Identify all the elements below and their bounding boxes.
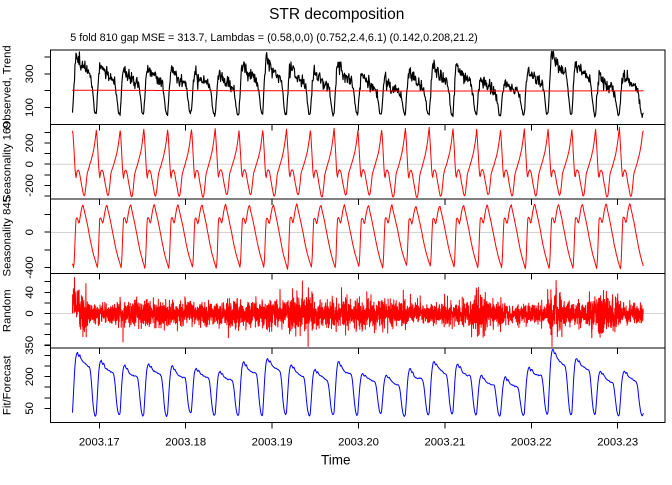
svg-text:Seasonality 169: Seasonality 169 (2, 122, 14, 202)
svg-text:40: 40 (24, 286, 36, 299)
svg-text:100: 100 (24, 98, 36, 117)
svg-text:200: 200 (24, 367, 36, 386)
svg-text:2003.20: 2003.20 (338, 437, 379, 449)
svg-text:5 fold 810 gap MSE = 313.7, La: 5 fold 810 gap MSE = 313.7, Lambdas = (0… (70, 32, 478, 44)
svg-text:2003.23: 2003.23 (597, 437, 638, 449)
svg-text:200: 200 (24, 134, 36, 153)
svg-text:2003.18: 2003.18 (165, 437, 206, 449)
svg-text:300: 300 (24, 64, 36, 83)
svg-text:Random: Random (2, 289, 14, 332)
svg-text:-400: -400 (24, 256, 36, 279)
svg-text:0: 0 (24, 161, 36, 167)
svg-text:2003.19: 2003.19 (252, 437, 293, 449)
svg-text:Seasonality 845: Seasonality 845 (2, 196, 14, 276)
svg-text:2003.22: 2003.22 (511, 437, 552, 449)
svg-text:0: 0 (24, 310, 36, 316)
svg-text:2003.17: 2003.17 (79, 437, 120, 449)
svg-text:STR decomposition: STR decomposition (269, 6, 404, 23)
svg-text:2003.21: 2003.21 (424, 437, 465, 449)
svg-text:0: 0 (24, 229, 36, 235)
svg-text:Observed, Trend: Observed, Trend (2, 45, 14, 129)
svg-text:Time: Time (321, 452, 351, 467)
svg-text:Fit/Forecast: Fit/Forecast (2, 355, 14, 415)
svg-text:50: 50 (24, 402, 36, 415)
svg-text:350: 350 (24, 336, 36, 355)
svg-text:-200: -200 (24, 174, 36, 197)
